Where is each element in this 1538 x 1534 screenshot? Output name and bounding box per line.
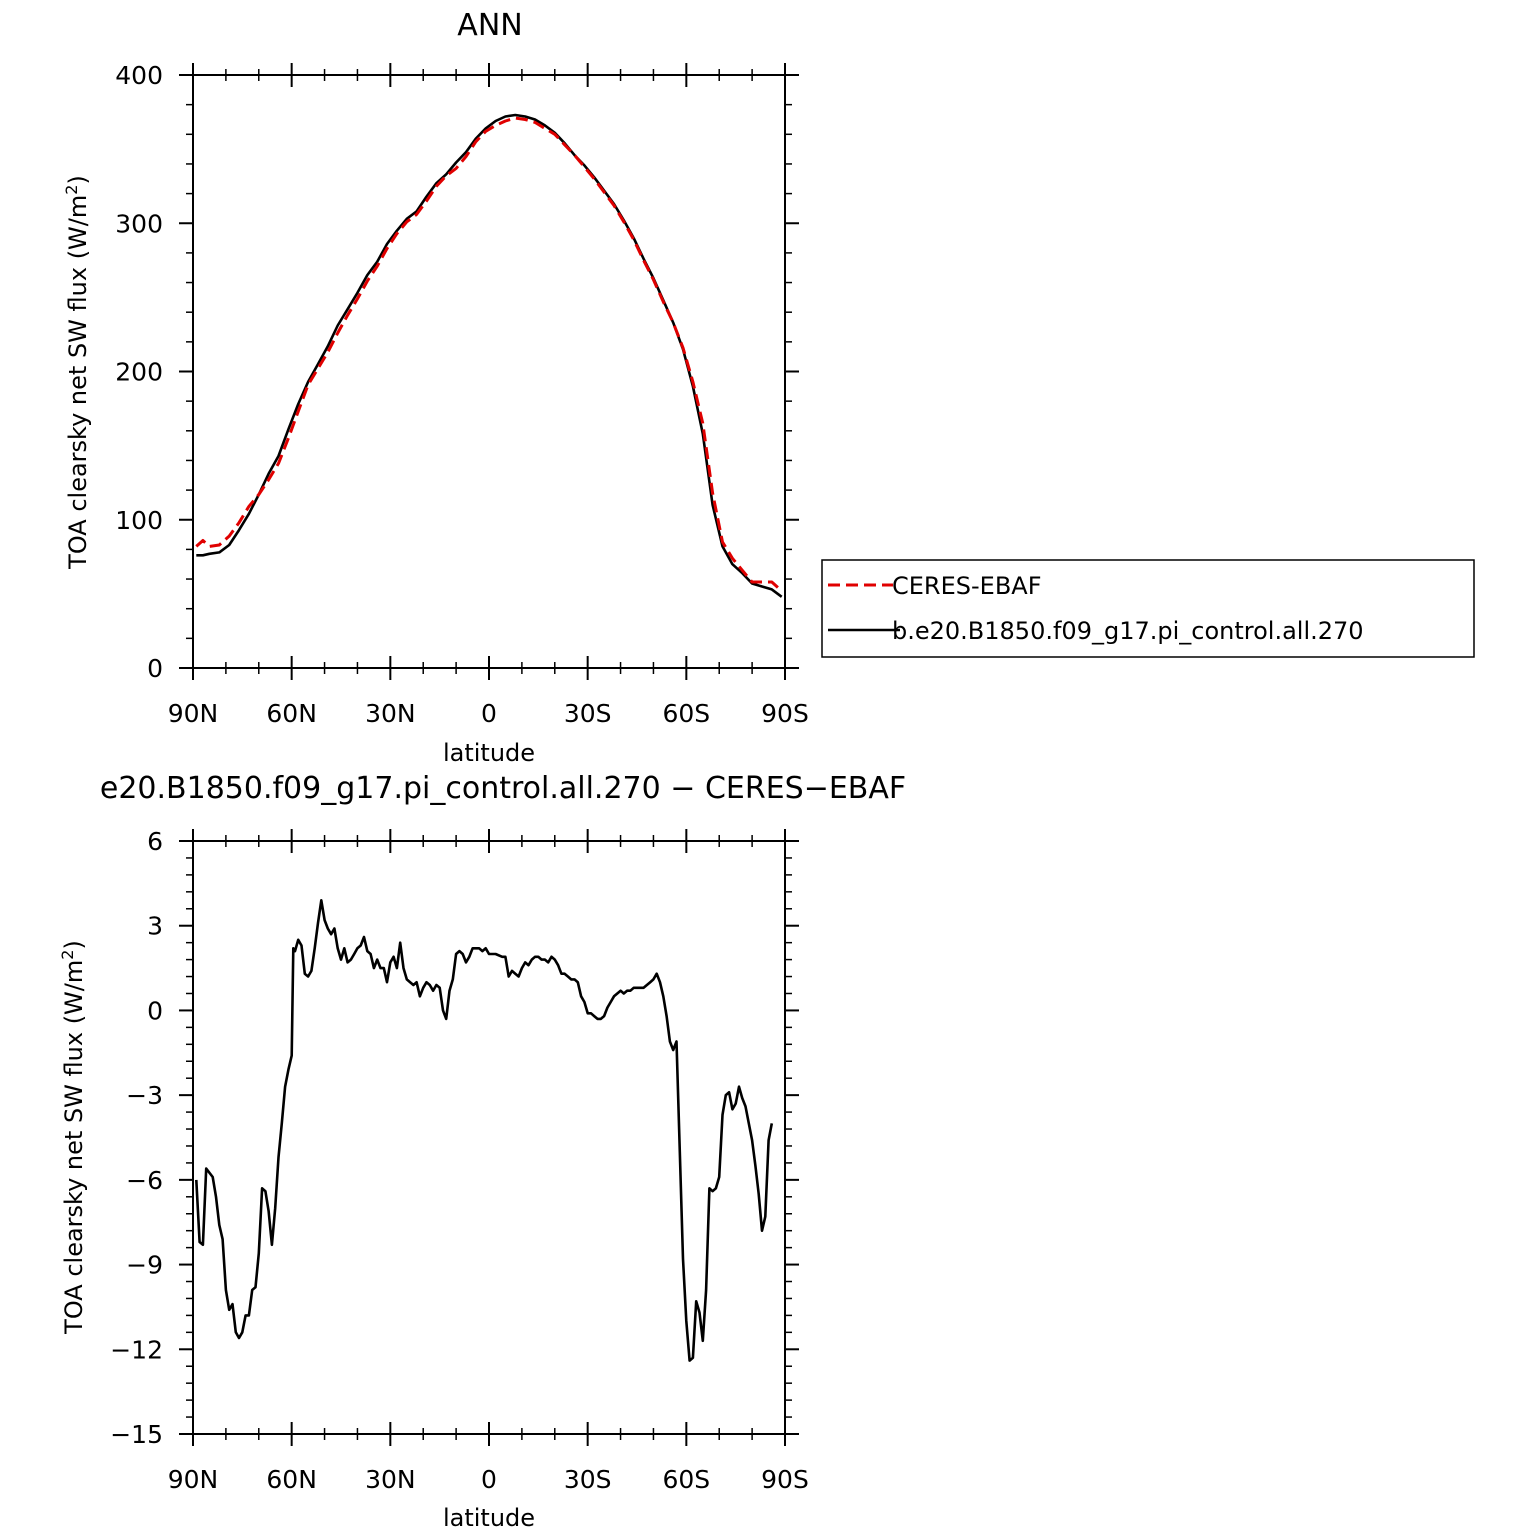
- series-line-0: [195, 116, 783, 593]
- top-plot-title: ANN: [457, 8, 522, 43]
- y-tick-label: −6: [126, 1166, 163, 1195]
- x-tick-label: 60N: [266, 699, 317, 728]
- top-plot-y-axis-title-main: TOA clearsky net SW flux (W/m: [64, 195, 92, 570]
- y-tick-label: −9: [126, 1251, 163, 1280]
- bottom-plot-ticks: [179, 829, 799, 1446]
- y-tick-label: −3: [126, 1081, 163, 1110]
- bottom-plot-frame: [192, 840, 786, 1435]
- bottom-plot-title: e20.B1850.f09_g17.pi_control.all.270 − C…: [100, 771, 906, 806]
- series-line-1: [196, 113, 783, 598]
- legend-box: [821, 559, 1475, 658]
- bottom-plot-x-tick-labels: 90N 60N 30N 0 30S 60S 90S: [168, 1465, 809, 1494]
- bottom-plot-y-tick-labels: −15 −12 −9 −6 −3 0 3 6: [110, 827, 163, 1449]
- y-tick-label: 6: [147, 827, 163, 856]
- x-tick-label: 60S: [662, 1465, 710, 1494]
- top-plot-ticks: [179, 63, 799, 680]
- x-tick-label: 30N: [365, 699, 416, 728]
- y-tick-label: 0: [147, 654, 163, 683]
- top-plot-y-axis-title: TOA clearsky net SW flux (W/m2): [62, 175, 93, 570]
- x-tick-label: 60N: [266, 1465, 317, 1494]
- bottom-plot-y-axis-title: TOA clearsky net SW flux (W/m2): [58, 940, 89, 1335]
- x-tick-label: 30N: [365, 1465, 416, 1494]
- top-plot-y-tick-labels: 0 100 200 300 400: [115, 61, 163, 683]
- top-plot-x-tick-labels: 90N 60N 30N 0 30S 60S 90S: [168, 699, 809, 728]
- top-plot-series: [195, 113, 783, 598]
- y-tick-label: 300: [115, 209, 163, 238]
- bottom-plot-x-axis-title: latitude: [443, 1504, 535, 1532]
- y-tick-label: 200: [115, 358, 163, 387]
- x-tick-label: 90S: [761, 1465, 809, 1494]
- top-plot-y-axis-title-sup: 2: [62, 185, 81, 195]
- bottom-plot: e20.B1850.f09_g17.pi_control.all.270 − C…: [58, 771, 907, 1532]
- y-tick-label: 3: [147, 912, 163, 941]
- bottom-plot-y-axis-title-sup: 2: [58, 950, 77, 960]
- y-tick-label: −12: [110, 1335, 163, 1364]
- x-tick-label: 60S: [662, 699, 710, 728]
- y-tick-label: −15: [110, 1420, 163, 1449]
- x-tick-label: 30S: [564, 699, 612, 728]
- legend-label-ceres: CERES-EBAF: [892, 572, 1042, 600]
- x-tick-label: 90S: [761, 699, 809, 728]
- bottom-plot-y-axis-title-end: ): [60, 940, 88, 949]
- x-tick-label: 0: [481, 699, 497, 728]
- top-plot-frame: [192, 74, 786, 669]
- bottom-plot-y-axis-title-main: TOA clearsky net SW flux (W/m: [60, 960, 88, 1335]
- y-tick-label: 0: [147, 996, 163, 1025]
- legend-label-model: b.e20.B1850.f09_g17.pi_control.all.270: [892, 617, 1364, 645]
- bottom-plot-series: [195, 899, 774, 1362]
- legend: CERES-EBAF b.e20.B1850.f09_g17.pi_contro…: [821, 559, 1475, 658]
- top-plot-x-axis-title: latitude: [443, 739, 535, 767]
- series-line-0: [195, 899, 774, 1362]
- x-tick-label: 90N: [168, 699, 219, 728]
- y-tick-label: 400: [115, 61, 163, 90]
- y-tick-label: 100: [115, 506, 163, 535]
- x-tick-label: 30S: [564, 1465, 612, 1494]
- x-tick-label: 0: [481, 1465, 497, 1494]
- top-plot: ANN 90N 60N 30N 0 30S 60S 90S 0 100 200 300 400 la…: [62, 8, 809, 767]
- top-plot-y-axis-title-end: ): [64, 175, 92, 184]
- x-tick-label: 90N: [168, 1465, 219, 1494]
